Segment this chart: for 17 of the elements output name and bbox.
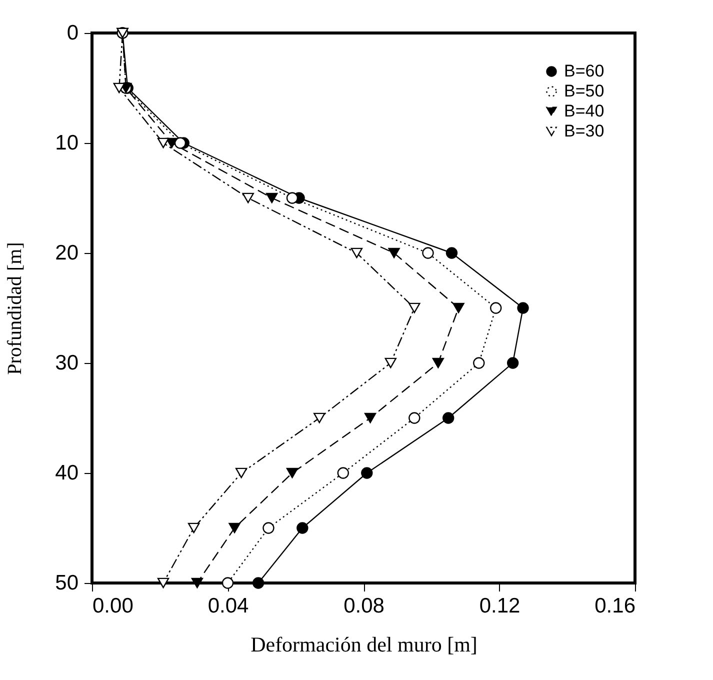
legend-label: B=60 bbox=[564, 62, 604, 80]
legend-label: B=30 bbox=[564, 122, 604, 140]
y-tick-label: 50 bbox=[55, 572, 78, 594]
x-tick-label: 0.04 bbox=[208, 594, 250, 618]
x-axis-title: Deformación del muro [m] bbox=[250, 632, 478, 656]
legend-label: B=50 bbox=[564, 82, 604, 100]
x-tick-label: 0.00 bbox=[92, 594, 134, 618]
y-axis-title: Profundidad [m] bbox=[4, 242, 26, 375]
legend-label: B=40 bbox=[564, 102, 604, 120]
x-tick-label: 0.16 bbox=[594, 594, 636, 618]
x-tick-label: 0.08 bbox=[344, 594, 384, 618]
y-tick-label: 10 bbox=[55, 132, 78, 154]
y-tick-label: 20 bbox=[55, 242, 78, 264]
x-tick-label: 0.12 bbox=[479, 594, 520, 618]
y-tick-label: 30 bbox=[55, 352, 78, 374]
y-tick-label: 0 bbox=[66, 22, 78, 44]
y-tick-label: 40 bbox=[55, 462, 78, 484]
